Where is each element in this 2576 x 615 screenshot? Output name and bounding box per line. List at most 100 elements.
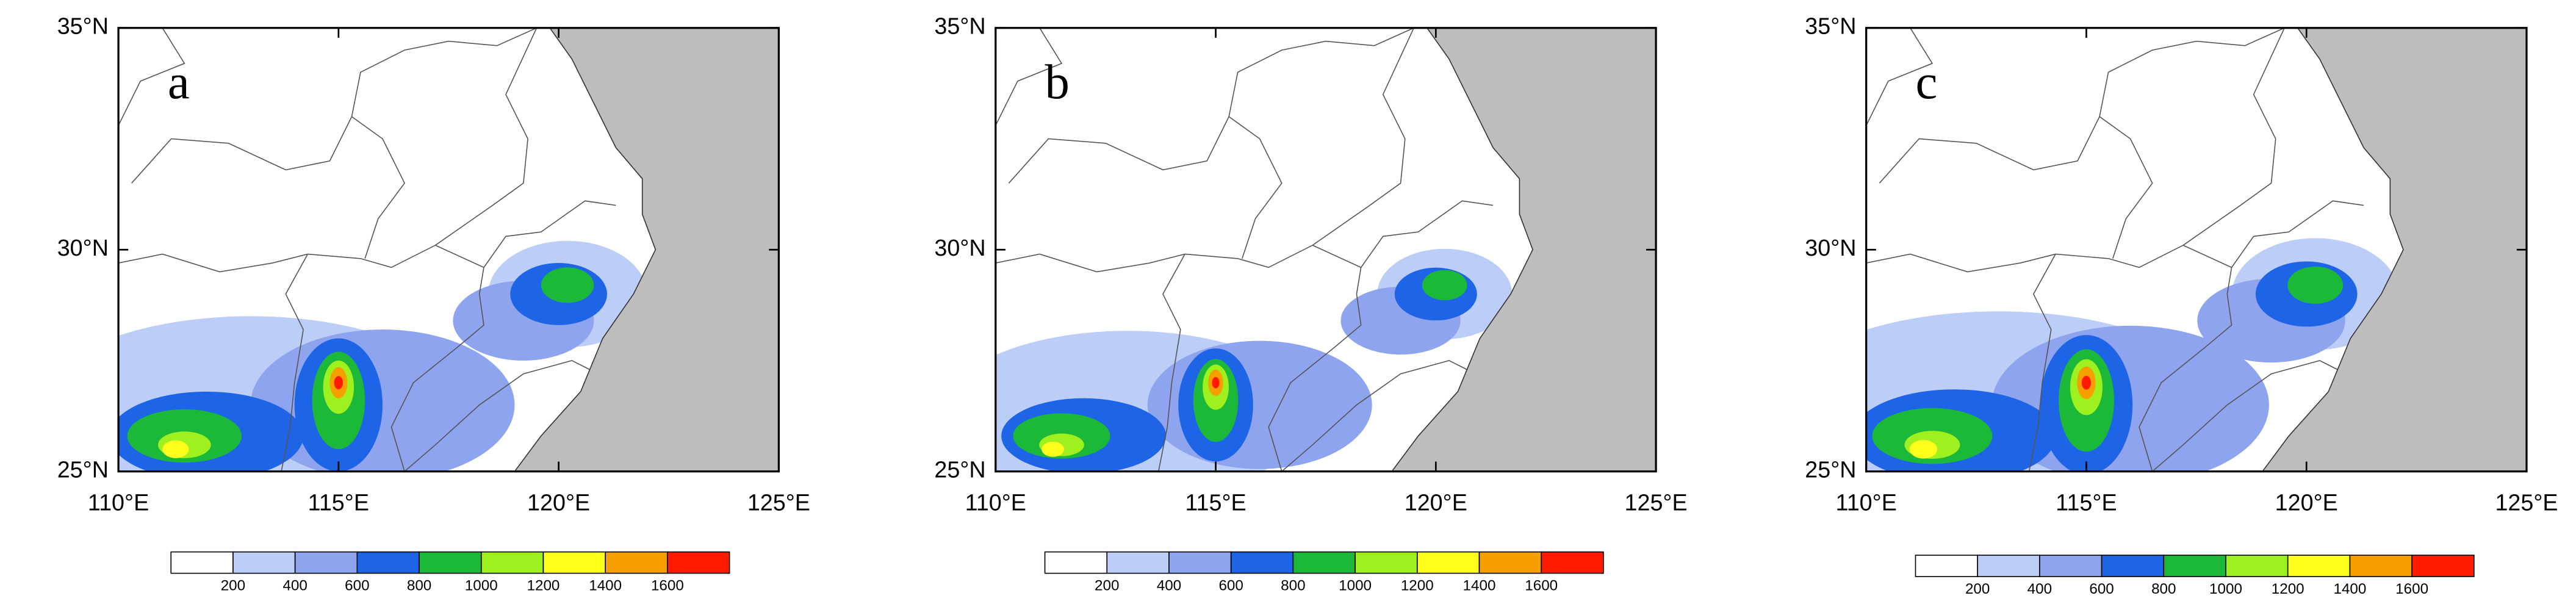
colorbar-box [1292, 551, 1356, 574]
x-tick-label: 110°E [965, 489, 1026, 515]
rain-area [162, 440, 189, 458]
province-border [995, 27, 1063, 126]
y-tick-label: 30°N [934, 235, 985, 261]
x-tick-label: 115°E [308, 489, 369, 515]
map-body [995, 27, 1657, 472]
x-tick-label: 120°E [2275, 489, 2338, 515]
x-tick-label: 120°E [527, 489, 590, 515]
colorbar-box [1915, 555, 1978, 577]
colorbar-label: 600 [1218, 578, 1243, 594]
province-border [995, 200, 1494, 273]
province-border [390, 267, 484, 472]
province-border [2182, 27, 2285, 246]
province-border [131, 116, 353, 184]
colorbar-box [1044, 551, 1108, 574]
rain-area [1042, 441, 1064, 457]
colorbar-box [2225, 555, 2289, 577]
colorbar-box [1977, 555, 2040, 577]
colorbar-box [2411, 555, 2475, 577]
colorbar-label: 1200 [1401, 578, 1434, 594]
colorbar-label: 200 [1095, 578, 1119, 594]
province-border [1228, 27, 1414, 259]
province-border [435, 27, 538, 246]
panel-label: c [1915, 55, 1937, 109]
rain-area [541, 267, 594, 303]
x-tick-label: 120°E [1405, 489, 1467, 515]
colorbar-box [2163, 555, 2226, 577]
colorbar-label: 600 [2089, 581, 2114, 597]
province-border [2152, 360, 2338, 472]
colorbar-label: 400 [282, 578, 307, 594]
y-tick-label: 25°N [57, 457, 109, 483]
x-tick-label: 110°E [88, 489, 149, 515]
colorbar-box [356, 551, 420, 574]
colorbar-label: 1400 [2333, 581, 2366, 597]
colorbar-box [419, 551, 482, 574]
colorbar-box [480, 551, 544, 574]
y-tick-label: 30°N [57, 235, 109, 261]
colorbar-label: 800 [2151, 581, 2176, 597]
colorbar-box [1355, 551, 1418, 574]
colorbar-box [667, 551, 730, 574]
colorbar-label: 400 [2027, 581, 2052, 597]
province-border [118, 27, 185, 126]
province-border [1866, 27, 1934, 126]
y-tick-label: 35°N [1805, 13, 1856, 39]
colorbar-box [1168, 551, 1232, 574]
province-border [1879, 116, 2100, 184]
sea [514, 27, 779, 472]
province-border [118, 200, 616, 273]
colorbar-box [542, 551, 606, 574]
rain-area [334, 376, 344, 390]
province-border [2099, 27, 2285, 259]
x-tick-label: 110°E [1836, 489, 1897, 515]
map-panel: b 110°E 115°E 120°E 125°E 25°N 30°N 35°N 200 400 6… [934, 13, 1687, 594]
x-tick-label: 125°E [2495, 489, 2558, 515]
colorbar-box [2101, 555, 2165, 577]
map-panel: a 110°E 115°E 120°E 125°E 25°N 30°N 35°N 200 400 6… [57, 13, 810, 594]
map-body [1866, 27, 2527, 472]
province-border [1008, 116, 1229, 184]
colorbar-label: 200 [221, 578, 245, 594]
province-border [1312, 27, 1414, 246]
colorbar-label: 200 [1965, 581, 1990, 597]
panel-label: a [168, 55, 190, 109]
rain-area [1422, 270, 1467, 301]
y-tick-label: 30°N [1805, 235, 1856, 261]
province-border [1866, 200, 2364, 273]
colorbar-label: 1600 [2395, 581, 2428, 597]
colorbar-box [170, 551, 234, 574]
colorbar-box [294, 551, 358, 574]
colorbar-label: 1400 [589, 578, 622, 594]
colorbar-box [1106, 551, 1170, 574]
colorbar-box [1478, 551, 1542, 574]
province-border [2028, 254, 2056, 472]
y-tick-label: 25°N [934, 457, 985, 483]
colorbar-box [605, 551, 668, 574]
colorbar-label: 1000 [465, 578, 498, 594]
province-border [1268, 267, 1362, 472]
y-tick-label: 25°N [1805, 457, 1856, 483]
rain-area [2081, 375, 2092, 390]
sea [2262, 27, 2527, 472]
colorbar-label: 1000 [1339, 578, 1372, 594]
province-border [281, 254, 309, 472]
map-panel: c 110°E 115°E 120°E 125°E 25°N 30°N 35°N 200 400 6… [1805, 13, 2558, 597]
panel-label: b [1045, 55, 1070, 109]
colorbar-box [2349, 555, 2412, 577]
colorbar-label: 1200 [2272, 581, 2304, 597]
colorbar-box [2039, 555, 2103, 577]
map-body [118, 27, 779, 472]
colorbar-label: 1600 [1525, 578, 1558, 594]
province-border [1281, 360, 1467, 472]
colorbar-box [1541, 551, 1604, 574]
x-tick-label: 125°E [1625, 489, 1688, 515]
colorbar-label: 800 [1281, 578, 1305, 594]
colorbar-box [1230, 551, 1294, 574]
y-tick-label: 35°N [57, 13, 109, 39]
rain-area [2287, 266, 2344, 304]
province-border [404, 360, 590, 472]
x-tick-label: 125°E [747, 489, 810, 515]
rain-area [1212, 377, 1220, 389]
